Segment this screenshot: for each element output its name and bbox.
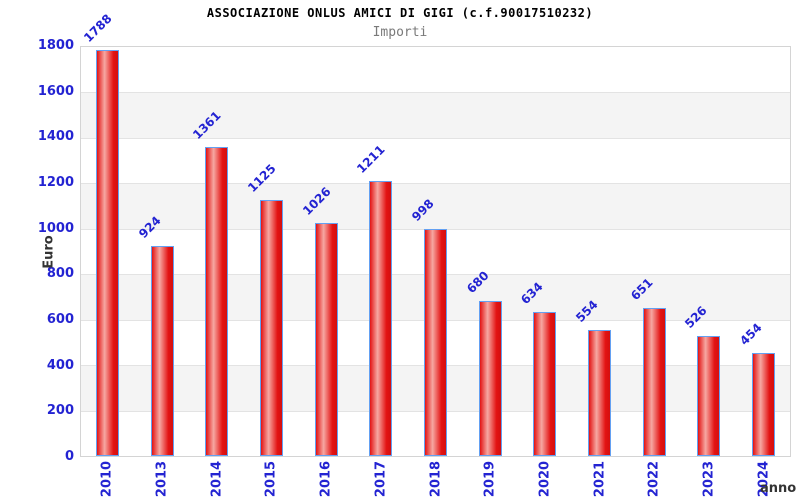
x-tick-label-2018: 2018 [428, 460, 443, 498]
x-tick-label-2010: 2010 [99, 460, 115, 498]
y-tick-label: 600 [46, 312, 74, 327]
x-axis-title: anno [760, 481, 797, 496]
y-tick-label: 1800 [37, 38, 74, 53]
x-tick-label-2020: 2020 [537, 460, 553, 498]
background-band [81, 92, 790, 138]
y-tick-label: 1400 [37, 129, 74, 145]
background-band [81, 183, 790, 229]
x-tick-label-2023: 2023 [701, 460, 717, 498]
bar-2013 [150, 246, 174, 456]
y-tick-label: 1600 [37, 83, 74, 99]
gridline [81, 183, 790, 185]
plot-area [80, 46, 791, 457]
y-tick-label: 800 [46, 266, 74, 282]
y-tick-label: 0 [64, 449, 74, 464]
gridline [81, 137, 790, 139]
bar-2015 [259, 200, 283, 456]
gridline [81, 92, 790, 94]
chart-title: ASSOCIAZIONE ONLUS AMICI DI GIGI (c.f.90… [206, 6, 594, 20]
y-tick-label: 200 [46, 403, 74, 419]
bar-2017 [369, 181, 393, 456]
chart-subtitle: Importi [372, 25, 428, 40]
y-axis-title: Euro [41, 235, 57, 269]
bar-2010 [95, 50, 119, 456]
x-tick-label-2021: 2021 [592, 460, 608, 498]
bar-2024 [752, 353, 776, 456]
bar-2022 [642, 308, 666, 456]
y-tick-label: 1200 [37, 175, 74, 190]
background-band [81, 47, 790, 93]
bar-2018 [424, 229, 447, 456]
y-tick-label: 1000 [37, 220, 74, 236]
x-tick-label-2013: 2013 [154, 460, 170, 498]
y-tick-label: 400 [46, 357, 74, 373]
x-tick-label-2015: 2015 [263, 460, 279, 498]
x-tick-label-2022: 2022 [646, 460, 662, 498]
bar-2021 [588, 330, 612, 456]
x-tick-label-2017: 2017 [373, 460, 389, 498]
background-band [81, 137, 790, 184]
bar-2020 [533, 312, 557, 456]
bar-2023 [697, 336, 721, 456]
bar-2016 [314, 223, 338, 456]
bar-2019 [478, 301, 502, 456]
x-tick-label-2016: 2016 [318, 460, 334, 498]
x-tick-label-2014: 2014 [209, 460, 225, 498]
bar-2014 [205, 147, 229, 456]
x-tick-label-2019: 2019 [482, 460, 498, 498]
